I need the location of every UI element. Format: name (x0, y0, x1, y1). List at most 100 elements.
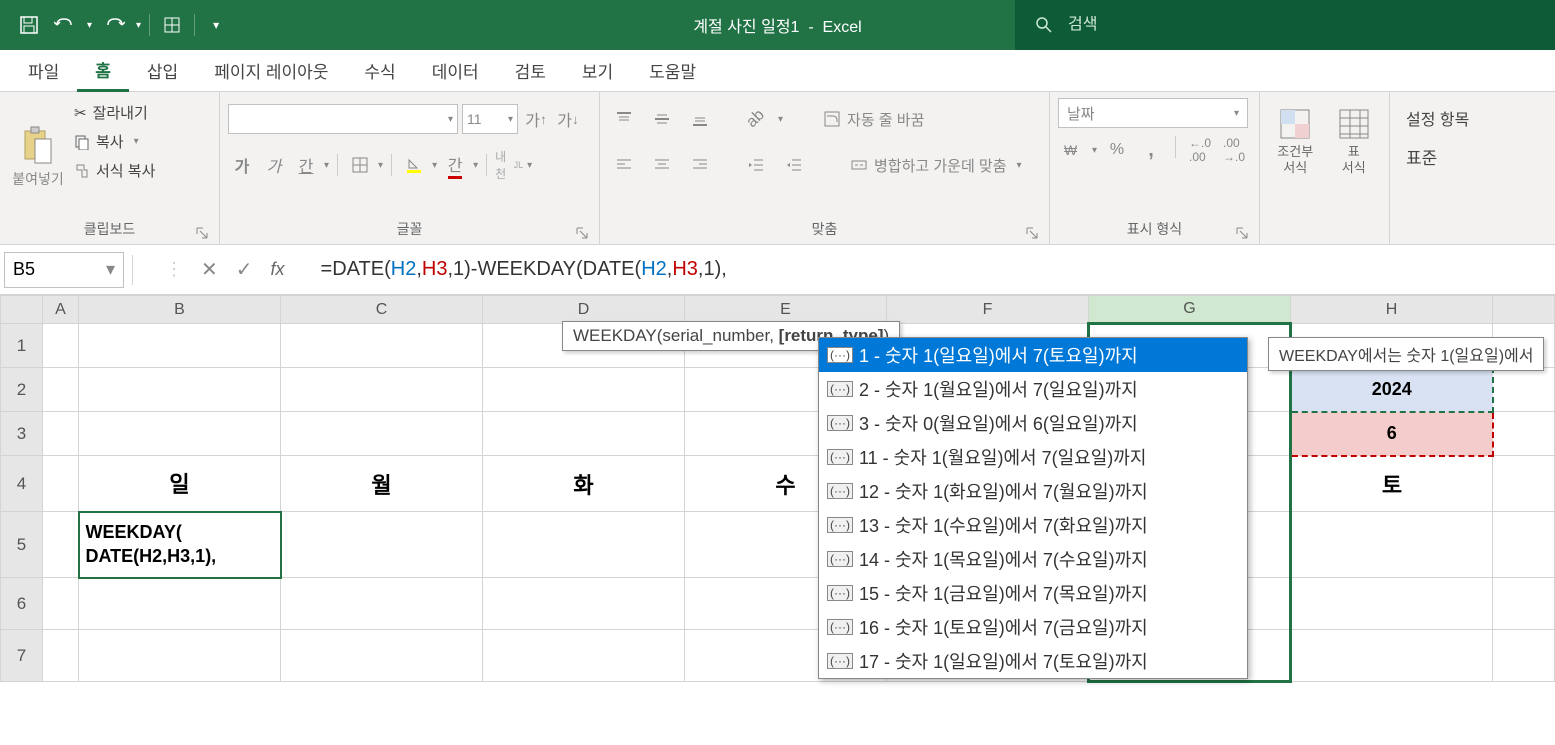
font-size-combo[interactable]: 11▾ (462, 104, 518, 134)
conditional-format-button[interactable]: 조건부 서식 (1268, 106, 1323, 236)
clipboard-launcher-icon[interactable] (195, 226, 209, 240)
cell-c7[interactable] (281, 630, 483, 682)
cell-c5[interactable] (281, 512, 483, 578)
decrease-font-button[interactable]: 가↓ (554, 105, 582, 133)
increase-font-button[interactable]: 가↑ (522, 105, 550, 133)
cell-a5[interactable] (43, 512, 79, 578)
comma-button[interactable]: , (1137, 136, 1165, 164)
cell-c4[interactable]: 월 (281, 456, 483, 512)
cell-c6[interactable] (281, 578, 483, 630)
tab-help[interactable]: 도움말 (631, 50, 714, 92)
dropdown-item-11[interactable]: (···)11 - 숫자 1(월요일)에서 7(일요일)까지 (819, 440, 1247, 474)
cell-c1[interactable] (281, 324, 483, 368)
cell-h6[interactable] (1291, 578, 1493, 630)
tab-data[interactable]: 데이터 (414, 50, 497, 92)
bold-button[interactable]: 가 (228, 151, 256, 179)
dropdown-item-2[interactable]: (···)2 - 숫자 1(월요일)에서 7(일요일)까지 (819, 372, 1247, 406)
col-header-c[interactable]: C (281, 296, 483, 324)
undo-icon[interactable] (51, 11, 79, 39)
cell-i7[interactable] (1493, 630, 1555, 682)
col-header-a[interactable]: A (43, 296, 79, 324)
cell-c2[interactable] (281, 368, 483, 412)
col-header-f[interactable]: F (887, 296, 1089, 324)
enter-formula-button[interactable]: ✓ (236, 257, 253, 282)
dropdown-item-3[interactable]: (···)3 - 숫자 0(월요일)에서 6(일요일)까지 (819, 406, 1247, 440)
merge-center-button[interactable]: 병합하고 가운데 맞춤▾ (842, 151, 1030, 180)
qat-customize-icon[interactable]: ▾ (213, 18, 219, 32)
cell-h5[interactable] (1291, 512, 1493, 578)
name-box[interactable]: B5▾ (4, 252, 124, 288)
row-header-4[interactable]: 4 (1, 456, 43, 512)
col-header-d[interactable]: D (483, 296, 685, 324)
cell-i4[interactable] (1493, 456, 1555, 512)
copy-button[interactable]: 복사▾ (74, 131, 155, 152)
align-right-button[interactable] (684, 151, 716, 179)
col-header-b[interactable]: B (79, 296, 281, 324)
italic-button[interactable]: 가 (260, 151, 288, 179)
increase-decimal-button[interactable]: ←.0.00 (1186, 136, 1214, 164)
touch-mode-icon[interactable] (158, 11, 186, 39)
dropdown-item-16[interactable]: (···)16 - 숫자 1(토요일)에서 7(금요일)까지 (819, 610, 1247, 644)
tab-review[interactable]: 검토 (497, 50, 564, 92)
dropdown-item-1[interactable]: (···)1 - 숫자 1(일요일)에서 7(토요일)까지 (819, 338, 1247, 372)
cell-a2[interactable] (43, 368, 79, 412)
search-box[interactable] (1015, 0, 1555, 50)
formula-input[interactable]: =DATE(H2,H3,1)-WEEKDAY(DATE(H2,H3,1), (309, 258, 1555, 281)
increase-indent-button[interactable] (778, 151, 810, 179)
cell-h7[interactable] (1291, 630, 1493, 682)
cell-b5[interactable]: WEEKDAY(DATE(H2,H3,1), (79, 512, 281, 578)
cell-b4[interactable]: 일 (79, 456, 281, 512)
cell-h4[interactable]: 토 (1291, 456, 1493, 512)
wrap-text-button[interactable]: 자동 줄 바꿈 (815, 105, 932, 134)
cell-b7[interactable] (79, 630, 281, 682)
cell-i5[interactable] (1493, 512, 1555, 578)
col-header-h[interactable]: H (1291, 296, 1493, 324)
row-header-5[interactable]: 5 (1, 512, 43, 578)
font-color-button[interactable]: 간 (441, 151, 469, 179)
border-button[interactable] (346, 151, 374, 179)
cell-b3[interactable] (79, 412, 281, 456)
fill-color-button[interactable] (400, 151, 428, 179)
percent-button[interactable]: % (1103, 136, 1131, 164)
font-launcher-icon[interactable] (575, 226, 589, 240)
cell-d5[interactable] (483, 512, 685, 578)
fx-button[interactable]: fx (271, 259, 285, 280)
save-icon[interactable] (15, 11, 43, 39)
cell-b1[interactable] (79, 324, 281, 368)
tab-view[interactable]: 보기 (564, 50, 631, 92)
dropdown-item-15[interactable]: (···)15 - 숫자 1(금요일)에서 7(목요일)까지 (819, 576, 1247, 610)
cell-a7[interactable] (43, 630, 79, 682)
cell-h2[interactable]: 2024 (1291, 368, 1493, 412)
row-header-7[interactable]: 7 (1, 630, 43, 682)
tab-home[interactable]: 홈 (77, 50, 129, 92)
paste-button[interactable]: 붙여넣기 (8, 98, 68, 216)
tab-formulas[interactable]: 수식 (346, 50, 413, 92)
cell-d6[interactable] (483, 578, 685, 630)
col-header-e[interactable]: E (685, 296, 887, 324)
cell-d7[interactable] (483, 630, 685, 682)
col-header-extra[interactable] (1493, 296, 1555, 324)
tab-file[interactable]: 파일 (10, 50, 77, 92)
cell-a6[interactable] (43, 578, 79, 630)
align-middle-button[interactable] (646, 105, 678, 133)
cell-i6[interactable] (1493, 578, 1555, 630)
dropdown-item-17[interactable]: (···)17 - 숫자 1(일요일)에서 7(토요일)까지 (819, 644, 1247, 678)
row-header-2[interactable]: 2 (1, 368, 43, 412)
orientation-button[interactable]: ab (740, 105, 772, 133)
cell-h3[interactable]: 6 (1291, 412, 1493, 456)
cancel-formula-button[interactable]: ✕ (201, 257, 218, 282)
row-header-1[interactable]: 1 (1, 324, 43, 368)
cell-c3[interactable] (281, 412, 483, 456)
tab-insert[interactable]: 삽입 (129, 50, 196, 92)
decrease-decimal-button[interactable]: .00→.0 (1220, 136, 1248, 164)
align-center-button[interactable] (646, 151, 678, 179)
cell-i3[interactable] (1493, 412, 1555, 456)
align-bottom-button[interactable] (684, 105, 716, 133)
accounting-button[interactable]: ₩ (1058, 136, 1086, 164)
dropdown-item-13[interactable]: (···)13 - 숫자 1(수요일)에서 7(화요일)까지 (819, 508, 1247, 542)
align-left-button[interactable] (608, 151, 640, 179)
settings-standard[interactable]: 표준 (1398, 138, 1547, 175)
cell-a4[interactable] (43, 456, 79, 512)
align-launcher-icon[interactable] (1025, 226, 1039, 240)
dropdown-item-12[interactable]: (···)12 - 숫자 1(화요일)에서 7(월요일)까지 (819, 474, 1247, 508)
